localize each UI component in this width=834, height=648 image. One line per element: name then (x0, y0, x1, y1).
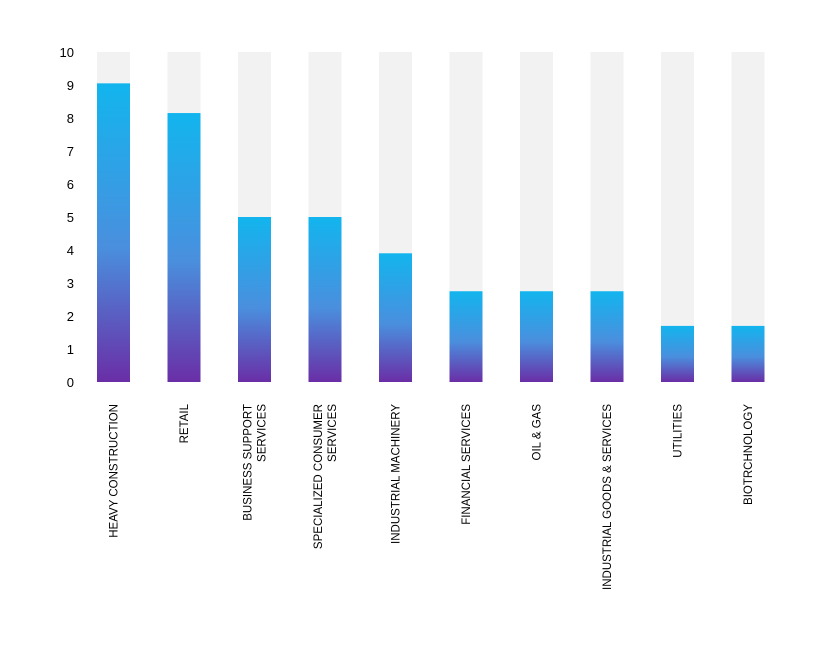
y-tick-label: 8 (67, 111, 74, 126)
x-category-label: RETAIL (179, 403, 191, 443)
bar (731, 325, 765, 382)
x-category-label: UTILITIES (673, 404, 685, 458)
y-tick-label: 3 (67, 276, 74, 291)
y-tick-label: 9 (67, 78, 74, 93)
x-category-label: HEAVY CONSTRUCTION (109, 404, 121, 538)
bar (97, 83, 130, 382)
bar (520, 291, 553, 382)
x-category-label: INDUSTRIAL GOODS & SERVICES (602, 404, 614, 590)
x-category-label: SERVICES (327, 404, 339, 462)
y-tick-label: 7 (67, 144, 74, 159)
y-tick-label: 5 (67, 210, 74, 225)
y-tick-label: 6 (67, 177, 74, 192)
y-axis: 0 1 2 3 4 5 6 7 8 9 10 (60, 45, 74, 390)
x-category-label: INDUSTRIAL MACHINERY (391, 404, 403, 544)
x-category-label: BUSINESS SUPPORT (243, 404, 255, 521)
bar (379, 253, 412, 382)
y-tick-label: 0 (67, 375, 74, 390)
x-category-label: BIOTRCHNOLOGY (743, 404, 755, 505)
y-tick-label: 4 (67, 243, 74, 258)
data-bars (97, 83, 765, 383)
x-category-label: FINANCIAL SERVICES (461, 404, 473, 525)
bar (590, 291, 624, 382)
y-tick-label: 10 (60, 45, 74, 60)
bar (167, 113, 201, 383)
bar (661, 325, 694, 382)
x-category-label: SERVICES (257, 404, 269, 462)
bar (308, 217, 342, 382)
x-category-label: SPECIALIZED CONSUMER (313, 404, 325, 549)
bar (449, 291, 483, 382)
y-tick-label: 1 (67, 342, 74, 357)
bar (238, 217, 271, 382)
x-axis-labels: HEAVY CONSTRUCTION RETAIL BUSINESS SUPPORT… (109, 403, 756, 590)
y-tick-label: 2 (67, 309, 74, 324)
x-category-label: OIL & GAS (532, 404, 544, 461)
